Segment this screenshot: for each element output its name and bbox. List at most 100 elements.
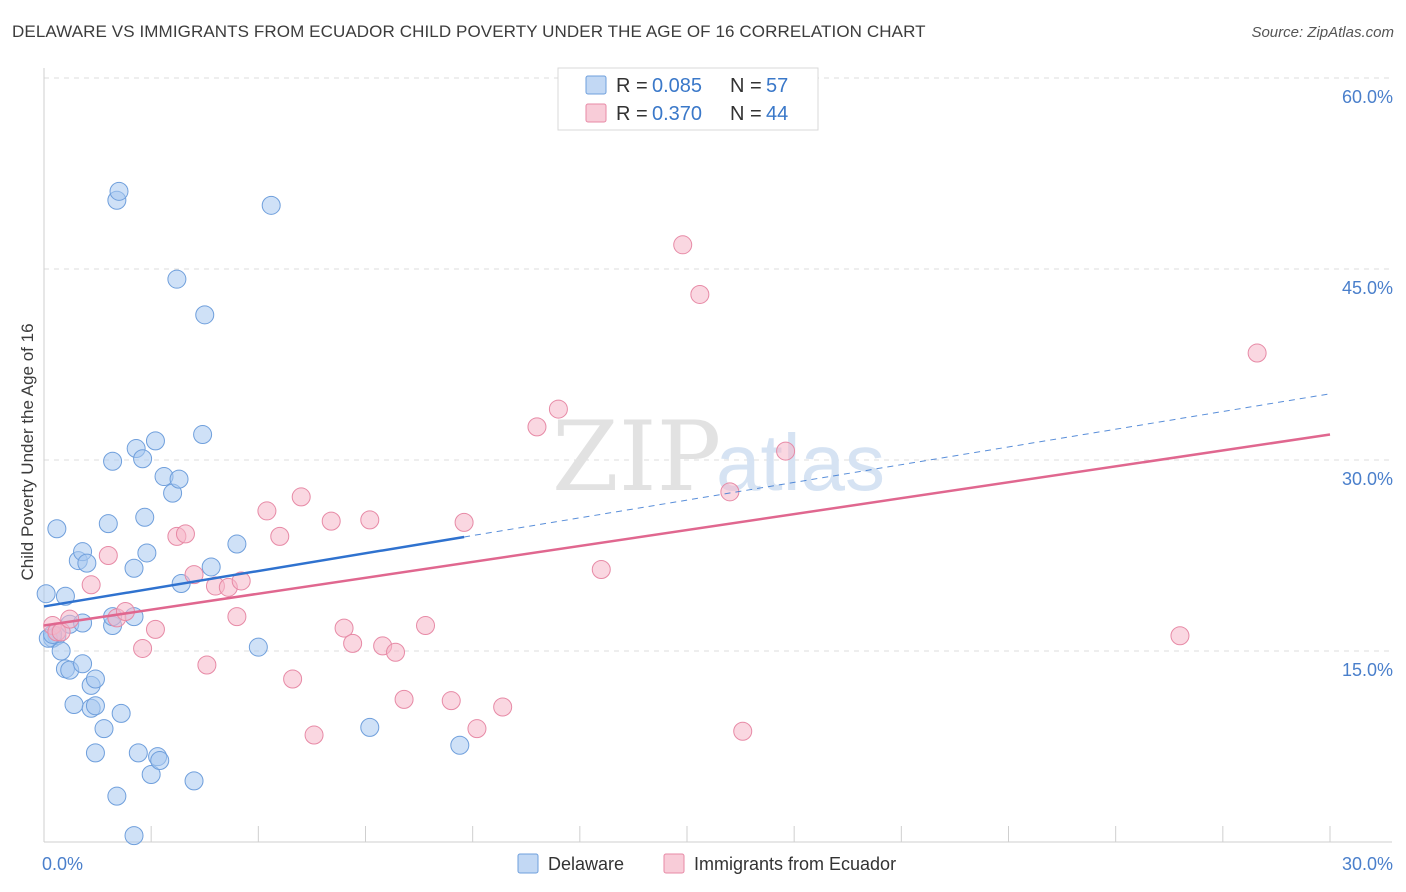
point-ecuador-33 bbox=[467, 719, 487, 739]
legend-swatch-delaware bbox=[585, 75, 607, 95]
point-ecuador-19 bbox=[270, 526, 290, 546]
point-ecuador-9 bbox=[145, 619, 165, 639]
point-delaware-26 bbox=[109, 181, 129, 201]
point-delaware-0 bbox=[36, 584, 56, 604]
point-ecuador-28 bbox=[386, 642, 406, 662]
point-delaware-28 bbox=[124, 558, 144, 578]
bottom-legend-swatch-ecuador bbox=[663, 853, 685, 874]
point-delaware-52 bbox=[124, 826, 144, 846]
point-ecuador-35 bbox=[527, 417, 547, 437]
trend-line-ecuador bbox=[43, 433, 1331, 627]
point-delaware-19 bbox=[85, 743, 105, 763]
data-points bbox=[36, 181, 1267, 846]
point-ecuador-42 bbox=[776, 441, 796, 461]
point-ecuador-37 bbox=[591, 560, 611, 580]
tick-labels: 15.0% 30.0% 45.0% 60.0% 0.0% 30.0% bbox=[42, 87, 1393, 874]
watermark-zip: ZIP bbox=[552, 401, 721, 513]
point-delaware-48 bbox=[248, 637, 268, 657]
point-delaware-44 bbox=[193, 425, 213, 445]
legend-n-value-ecuador: 44 bbox=[766, 103, 788, 125]
bottom-legend-label-delaware: Delaware bbox=[548, 854, 624, 874]
point-ecuador-21 bbox=[291, 487, 311, 507]
point-ecuador-36 bbox=[548, 399, 568, 419]
point-delaware-27 bbox=[111, 703, 131, 723]
point-delaware-31 bbox=[133, 449, 153, 469]
point-delaware-47 bbox=[227, 534, 247, 554]
legend-r-label-ecuador: R = bbox=[616, 103, 648, 125]
y-tick-label-3: 60.0% bbox=[1342, 87, 1393, 107]
gridlines bbox=[44, 77, 1392, 652]
point-delaware-23 bbox=[103, 451, 123, 471]
point-ecuador-30 bbox=[416, 616, 436, 636]
point-ecuador-4 bbox=[81, 575, 101, 595]
y-tick-label-2: 45.0% bbox=[1342, 278, 1393, 298]
point-delaware-45 bbox=[195, 305, 215, 325]
point-delaware-5 bbox=[51, 641, 71, 661]
trend-line-delaware-solid bbox=[43, 535, 465, 608]
point-ecuador-5 bbox=[98, 546, 118, 565]
point-delaware-49 bbox=[261, 195, 281, 215]
point-ecuador-44 bbox=[1247, 343, 1267, 363]
point-ecuador-31 bbox=[441, 691, 461, 711]
point-ecuador-26 bbox=[360, 510, 380, 530]
point-delaware-3 bbox=[47, 519, 67, 539]
legend-swatch-ecuador bbox=[585, 103, 607, 123]
point-delaware-50 bbox=[360, 717, 380, 737]
point-delaware-41 bbox=[169, 469, 189, 489]
chart-title: DELAWARE VS IMMIGRANTS FROM ECUADOR CHIL… bbox=[12, 22, 926, 41]
point-ecuador-12 bbox=[184, 565, 204, 585]
point-delaware-34 bbox=[141, 765, 161, 785]
point-delaware-51 bbox=[450, 735, 470, 755]
point-ecuador-13 bbox=[197, 655, 217, 675]
legend-n-value-delaware: 57 bbox=[766, 75, 788, 97]
point-delaware-13 bbox=[73, 654, 93, 674]
point-ecuador-22 bbox=[304, 725, 324, 745]
point-delaware-33 bbox=[137, 543, 157, 563]
point-delaware-17 bbox=[85, 669, 105, 689]
legend-n-label-delaware: N = bbox=[730, 75, 762, 97]
point-ecuador-43 bbox=[1170, 626, 1190, 646]
point-ecuador-41 bbox=[733, 721, 753, 741]
point-delaware-35 bbox=[145, 431, 165, 451]
bottom-legend-label-ecuador: Immigrants from Ecuador bbox=[694, 854, 896, 874]
point-delaware-20 bbox=[94, 719, 114, 739]
x-tick-label-1: 30.0% bbox=[1342, 854, 1393, 874]
x-tick-label-0: 0.0% bbox=[42, 854, 83, 874]
legend-box: R = 0.085 N = 57 R = 0.370 N = 44 bbox=[557, 67, 819, 131]
point-ecuador-17 bbox=[231, 571, 251, 591]
chart-source: Source: ZipAtlas.com bbox=[1251, 24, 1394, 41]
point-ecuador-11 bbox=[175, 524, 195, 544]
point-ecuador-24 bbox=[334, 618, 354, 638]
point-delaware-18 bbox=[85, 696, 105, 716]
point-ecuador-20 bbox=[283, 669, 303, 689]
point-delaware-21 bbox=[98, 514, 118, 534]
y-tick-label-1: 30.0% bbox=[1342, 469, 1393, 489]
point-ecuador-18 bbox=[257, 501, 277, 521]
point-delaware-24 bbox=[107, 786, 127, 806]
trend-line-delaware-dashed bbox=[464, 393, 1331, 538]
trend-lines bbox=[43, 393, 1331, 627]
point-delaware-14 bbox=[77, 553, 97, 573]
point-ecuador-38 bbox=[673, 235, 693, 255]
point-delaware-46 bbox=[201, 557, 221, 577]
point-delaware-32 bbox=[135, 507, 155, 527]
legend-r-label-delaware: R = bbox=[616, 75, 648, 97]
point-ecuador-25 bbox=[343, 633, 363, 653]
legend-r-value-delaware: 0.085 bbox=[652, 75, 702, 97]
legend-r-value-ecuador: 0.370 bbox=[652, 103, 702, 125]
point-ecuador-39 bbox=[690, 284, 710, 304]
y-tick-label-0: 15.0% bbox=[1342, 660, 1393, 680]
point-ecuador-23 bbox=[321, 511, 341, 531]
point-ecuador-32 bbox=[454, 512, 474, 532]
y-axis-title: Child Poverty Under the Age of 16 bbox=[18, 323, 37, 580]
axes bbox=[43, 68, 1392, 843]
point-ecuador-34 bbox=[493, 697, 513, 717]
point-ecuador-8 bbox=[133, 638, 153, 658]
point-delaware-43 bbox=[184, 771, 204, 791]
point-ecuador-29 bbox=[394, 689, 414, 709]
point-delaware-4 bbox=[55, 586, 75, 606]
watermark-atlas: atlas bbox=[716, 418, 885, 507]
point-delaware-40 bbox=[167, 269, 187, 289]
bottom-legend: Delaware Immigrants from Ecuador bbox=[517, 853, 896, 874]
point-delaware-30 bbox=[128, 743, 148, 763]
